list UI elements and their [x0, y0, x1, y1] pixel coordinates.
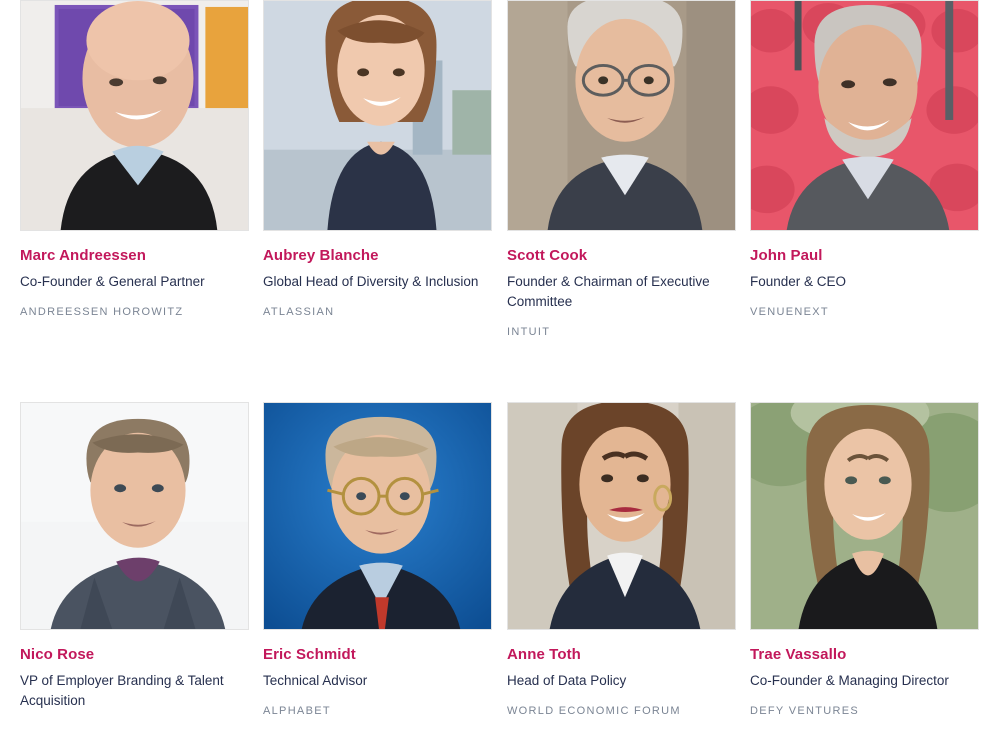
speaker-title: VP of Employer Branding & Talent Acquisi… [20, 672, 224, 708]
speaker-meta: Eric Schmidt Technical Advisor ALPHABET [263, 630, 492, 717]
speaker-card[interactable]: Nico Rose VP of Employer Branding & Tale… [20, 402, 249, 725]
speaker-card[interactable]: John Paul Founder & CEO VENUENEXT [750, 0, 979, 318]
speaker-title: Global Head of Diversity & Inclusion [263, 273, 479, 289]
speaker-title: Founder & CEO [750, 273, 847, 289]
speaker-company: ANDREESSEN HOROWITZ [20, 306, 184, 318]
speaker-name: John Paul [750, 247, 823, 264]
portrait-illustration [21, 403, 248, 629]
speaker-meta: Scott Cook Founder & Chairman of Executi… [507, 231, 736, 338]
speaker-card[interactable]: Anne Toth Head of Data Policy WORLD ECON… [507, 402, 736, 717]
speaker-card[interactable]: Scott Cook Founder & Chairman of Executi… [507, 0, 736, 338]
speaker-title: Technical Advisor [263, 672, 368, 688]
speaker-name: Anne Toth [507, 646, 581, 663]
speaker-photo[interactable] [750, 402, 979, 630]
speaker-card[interactable]: Marc Andreessen Co-Founder & General Par… [20, 0, 249, 318]
speaker-name: Eric Schmidt [263, 646, 356, 663]
speaker-photo[interactable] [263, 0, 492, 231]
speaker-company: ALPHABET [263, 705, 331, 717]
portrait-illustration [264, 1, 491, 230]
portrait-illustration [21, 1, 248, 230]
speaker-title: Head of Data Policy [507, 672, 627, 688]
speaker-company: DEFY VENTURES [750, 705, 859, 717]
speaker-photo[interactable] [20, 0, 249, 231]
speaker-meta: Anne Toth Head of Data Policy WORLD ECON… [507, 630, 736, 717]
speaker-title: Co-Founder & General Partner [20, 273, 205, 289]
speaker-title: Founder & Chairman of Executive Committe… [507, 273, 710, 309]
speaker-meta: Marc Andreessen Co-Founder & General Par… [20, 231, 249, 318]
speaker-company: INTUIT [507, 326, 551, 339]
speaker-title: Co-Founder & Managing Director [750, 672, 949, 688]
speaker-photo[interactable] [507, 402, 736, 630]
speaker-meta: John Paul Founder & CEO VENUENEXT [750, 231, 979, 318]
speaker-card[interactable]: Eric Schmidt Technical Advisor ALPHABET [263, 402, 492, 717]
speaker-card[interactable]: Trae Vassallo Co-Founder & Managing Dire… [750, 402, 979, 717]
speaker-meta: Trae Vassallo Co-Founder & Managing Dire… [750, 630, 979, 717]
speaker-meta: Nico Rose VP of Employer Branding & Tale… [20, 630, 249, 711]
speaker-photo[interactable] [507, 0, 736, 231]
speaker-company: ATLASSIAN [263, 306, 335, 318]
portrait-illustration [508, 403, 735, 629]
speaker-name: Trae Vassallo [750, 646, 847, 663]
speaker-name: Aubrey Blanche [263, 247, 379, 264]
speaker-name: Scott Cook [507, 247, 588, 264]
portrait-illustration [264, 403, 491, 629]
speaker-meta: Aubrey Blanche Global Head of Diversity … [263, 231, 492, 318]
speaker-company: WORLD ECONOMIC FORUM [507, 705, 681, 717]
portrait-illustration [751, 1, 978, 230]
speaker-name: Marc Andreessen [20, 247, 146, 264]
speaker-card[interactable]: Aubrey Blanche Global Head of Diversity … [263, 0, 492, 318]
speaker-company: VENUENEXT [750, 306, 829, 318]
portrait-illustration [508, 1, 735, 230]
speaker-photo[interactable] [20, 402, 249, 630]
speaker-photo[interactable] [750, 0, 979, 231]
speaker-name: Nico Rose [20, 646, 95, 663]
portrait-illustration [751, 403, 978, 629]
speaker-photo[interactable] [263, 402, 492, 630]
